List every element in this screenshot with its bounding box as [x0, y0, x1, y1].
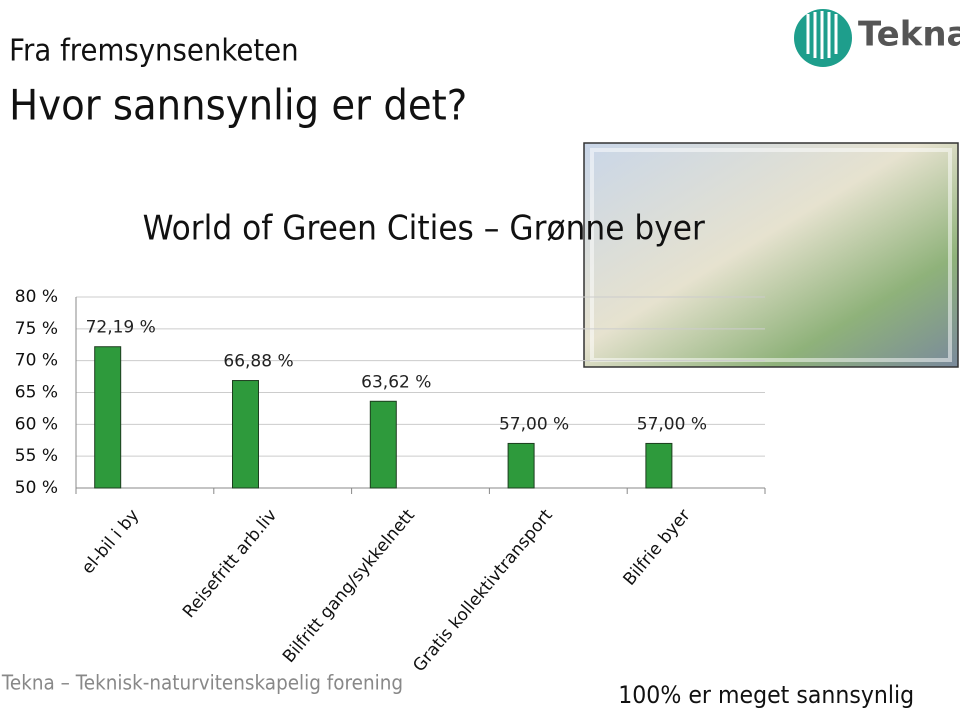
x-tick-label: el-bil i by	[78, 506, 143, 579]
illustration-frame	[590, 148, 952, 362]
logo-text: Tekna	[858, 15, 960, 55]
footer-organization: Tekna – Teknisk-naturvitenskapelig foren…	[1, 671, 403, 695]
x-tick-label: Reisefritt arb.liv	[179, 506, 281, 622]
y-tick-label: 60 %	[15, 414, 58, 434]
kicker: Fra fremsynsenketen	[9, 32, 298, 67]
value-label: 66,88 %	[223, 352, 293, 372]
value-label: 57,00 %	[499, 414, 569, 434]
bar	[369, 400, 397, 489]
illustration	[583, 142, 959, 368]
y-tick-label: 75 %	[15, 319, 58, 339]
value-label: 63,62 %	[361, 372, 431, 392]
x-tick-label: Gratis kollektivtransport	[409, 505, 557, 676]
y-tick-label: 65 %	[15, 383, 58, 403]
value-label: 57,00 %	[637, 414, 707, 434]
y-tick-label: 80 %	[15, 287, 58, 307]
value-label: 72,19 %	[86, 318, 156, 338]
bar	[645, 442, 673, 489]
y-tick-label: 50 %	[15, 478, 58, 498]
y-tick-label: 55 %	[15, 446, 58, 466]
bar	[231, 380, 259, 489]
x-tick-label: Bilfrie byer	[619, 506, 694, 590]
x-tick-label: Bilfritt gang/sykkelnett	[279, 505, 419, 667]
chart-title: World of Green Cities – Grønne byer	[143, 208, 706, 248]
slide-title: Hvor sannsynlig er det?	[9, 81, 467, 130]
logo: Tekna	[794, 9, 960, 67]
bar	[507, 442, 535, 489]
bar	[94, 346, 122, 489]
y-tick-label: 70 %	[15, 351, 58, 371]
footer-note: 100% er meget sannsynlig	[618, 682, 914, 709]
logo-stripes	[806, 11, 838, 59]
